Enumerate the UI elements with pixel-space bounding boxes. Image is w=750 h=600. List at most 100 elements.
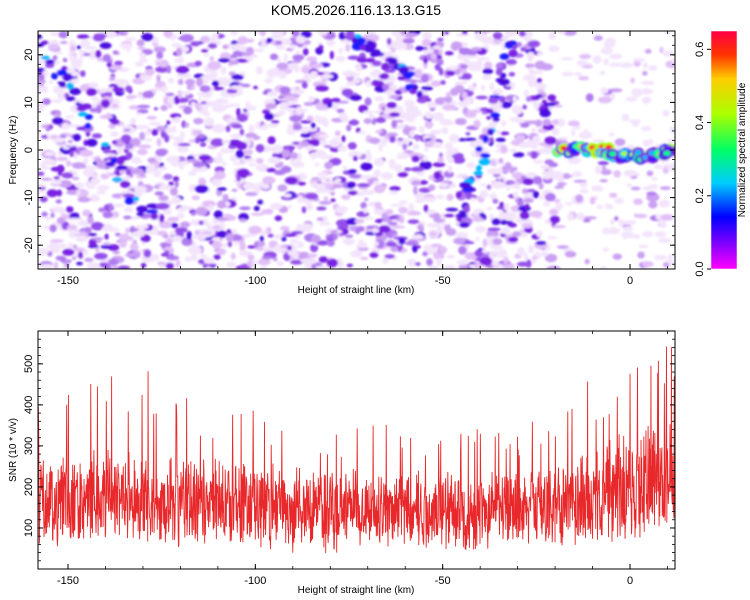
spectrogram-cell [143,249,152,258]
spectrogram-cell [131,231,145,238]
spectrogram-cell [270,34,284,39]
spectrogram-cell [521,223,533,229]
spectrogram-cell [290,238,299,244]
spectrogram-cell [391,119,398,129]
spectrogram-cell [166,120,171,125]
spectrogram-cell [136,212,145,217]
spectrogram-cell [119,239,127,248]
spectrogram-cell [525,63,535,69]
spectrogram-cell [489,82,495,91]
spectrogram-cell [107,172,116,177]
snr-x-axis-label: Height of straight line (km) [298,585,415,596]
spectrogram-cell [531,127,537,133]
spectrogram-cell [38,186,46,190]
spectrogram-cell [415,45,425,51]
spectrogram-cell [259,230,268,236]
spectrogram-cell [391,40,403,49]
spectrogram-cell [388,222,398,226]
spectrogram-cell [374,96,384,102]
colorbar-label: Normalized spectral amplitude [737,82,748,217]
spectrogram-cell [468,65,483,72]
spectrogram-cell [407,219,420,225]
spectrogram-cell [107,59,113,64]
spectrogram-cell [509,148,518,153]
spectrogram-cell [517,199,524,207]
spectrogram-cell [179,34,194,43]
spectrogram-cell [426,101,438,109]
spectrogram-cell [309,182,319,187]
spectrogram-cell [523,31,533,38]
spectrogram-cell [150,212,159,220]
spectrogram-cell [464,112,477,118]
spectrogram-cell [214,170,226,180]
spectrogram-cell [220,147,229,154]
spectrogram-cell [648,200,658,209]
spectrogram-cell [85,46,98,51]
spectrogram-cell [527,79,537,88]
spectrogram-cell [631,88,643,97]
spectrogram-cell [454,118,467,126]
spectrogram-cell [315,265,328,269]
spectrogram-cell [182,205,189,211]
spectrogram-cell [306,126,318,132]
spectrogram-cell [178,56,184,65]
spectrogram-cell [438,48,443,56]
spectrogram-cell [455,213,468,219]
spectrogram-cell [334,178,342,183]
spectrogram-cell [91,96,99,102]
spectrogram-cell [642,70,648,76]
spectrogram-cell [512,231,522,237]
spectrogram-cell [356,37,366,45]
spectrogram-cell [643,99,648,105]
spectrogram-cell [124,143,134,150]
spectrogram-cell [536,78,543,84]
spectrogram-cell [491,266,501,269]
spectrogram-cell [267,156,281,164]
spectrogram-cell [580,181,588,188]
spectrogram-cell [595,165,602,175]
spectrogram-cell [498,78,511,86]
spectrogram-cell [317,31,329,36]
spectrogram-cell [121,124,133,130]
spectrogram-cell [281,149,291,158]
spectrogram-cell [61,122,70,130]
spectrogram-cell [349,174,363,179]
spectrogram-cell [495,68,503,76]
spectrogram-cell [413,185,418,195]
spectrogram-cell [551,128,560,136]
spectrogram-heatmap [38,31,675,269]
spectrogram-cell [633,198,644,206]
spectrogram-cell [57,151,62,156]
spectrogram-cell [103,223,113,230]
spectrogram-cell [490,245,504,250]
spectrogram-cell [444,264,456,269]
spectrogram-cell [405,240,419,246]
spectrogram-cell [471,151,477,158]
spectrogram-cell [529,210,543,218]
spectrogram-cell [134,61,144,67]
spectrogram-cell [138,58,149,63]
spectrogram-cell [519,122,530,128]
spectrogram-cell [120,42,133,50]
spectrogram-cell [269,53,279,61]
spectrogram-cell [270,202,283,210]
spectrogram-cell [196,77,204,87]
spectrogram-cell [472,82,477,87]
spectrogram-cell [637,251,645,259]
spectrogram-cell [389,186,401,192]
spectrogram-cell [642,139,651,147]
spectrogram-cell [544,136,557,145]
spectrogram-cell [363,118,373,124]
spectrogram-cell [105,161,116,167]
spectrogram-cell [330,198,336,203]
spectrogram-cell [563,31,577,36]
spectrogram-cell [662,262,670,268]
spectrogram-cell [155,181,165,186]
spectrogram-cell [94,252,108,260]
spectrogram-cell [309,152,317,160]
spectrogram-cell [479,189,488,199]
spectrogram-cell [542,118,552,126]
spectrogram-cell [211,80,220,87]
spectrogram-cell [180,90,190,96]
